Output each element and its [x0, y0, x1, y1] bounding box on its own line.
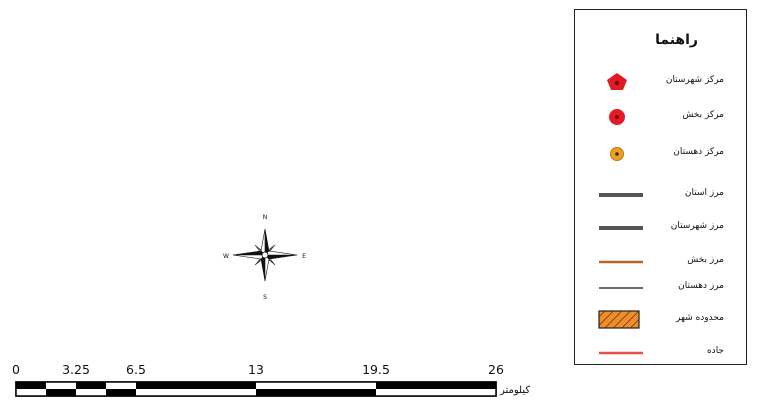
scale-segment [376, 389, 496, 396]
legend-item: محدوده شهر [575, 310, 746, 330]
scale-tick-label: 6.5 [126, 362, 146, 377]
south-label: S [263, 294, 267, 300]
map-legend: راهنما مرکز شهرستان مرکز بخش مرکز دهستان مر… [574, 9, 747, 365]
scale-segment [376, 382, 496, 389]
legend-item-label: مرکز شهرستان [665, 75, 724, 85]
scale-segment [16, 382, 46, 389]
legend-title: راهنما [655, 32, 698, 48]
scale-tick-label: 13 [248, 362, 264, 377]
legend-item: مرکز بخش [575, 107, 746, 127]
legend-item: مرز شهرستان [575, 218, 746, 238]
north-label: N [263, 214, 268, 221]
scale-segment [46, 389, 76, 396]
scale-unit-label: کیلومتر [500, 385, 531, 396]
scale-segment [76, 382, 106, 389]
scale-bar-frame [15, 381, 497, 397]
scale-segment [46, 382, 76, 389]
scale-tick-label: 26 [488, 362, 504, 377]
scale-segment [136, 389, 256, 396]
scale-segment [256, 389, 376, 396]
scale-tick-label: 3.25 [62, 362, 90, 377]
scale-segment [106, 382, 136, 389]
scale-segment [76, 389, 106, 396]
scale-segment [106, 389, 136, 396]
legend-item: مرز دهستان [575, 278, 746, 298]
north-arrow-icon: N S E W [223, 214, 306, 300]
legend-item-label: مرکز بخش [682, 110, 724, 120]
legend-item-label: مرز دهستان [678, 281, 724, 291]
legend-item-label: جاده [706, 346, 724, 356]
legend-item-label: مرز شهرستان [670, 221, 724, 231]
legend-item: مرز استان [575, 185, 746, 205]
hatch-pattern-icon [598, 310, 640, 329]
scale-bar [15, 381, 497, 397]
scale-segment [256, 382, 376, 389]
scale-segment [16, 389, 46, 396]
line-icon [599, 260, 643, 264]
dot-circle-icon [610, 147, 624, 161]
west-label: W [223, 253, 229, 260]
legend-item: مرکز دهستان [575, 144, 746, 164]
east-label: E [302, 253, 306, 260]
legend-item: مرکز شهرستان [575, 72, 746, 92]
legend-item: جاده [575, 343, 746, 363]
legend-item-label: محدوده شهر [676, 313, 724, 323]
legend-item-label: مرکز دهستان [673, 147, 724, 157]
scale-segment [136, 382, 256, 389]
legend-item: مرز بخش [575, 252, 746, 272]
pentagon-icon [607, 73, 627, 90]
legend-item-label: مرز استان [684, 188, 724, 198]
scale-tick-label: 0 [12, 362, 20, 377]
legend-item-label: مرز بخش [687, 255, 724, 265]
scale-tick-label: 19.5 [362, 362, 390, 377]
line-icon [599, 351, 643, 355]
thick-line-icon [599, 226, 643, 230]
circle-icon [609, 109, 625, 125]
thick-line-icon [599, 193, 643, 197]
thin-line-icon [599, 287, 643, 289]
